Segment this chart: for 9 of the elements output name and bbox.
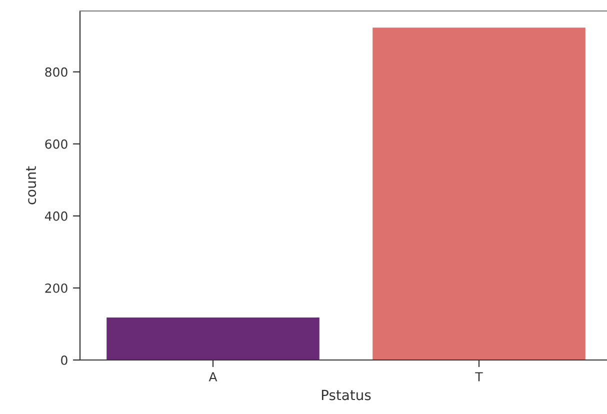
y-tick-label: 200 <box>45 283 68 293</box>
x-tick-label: T <box>475 372 483 382</box>
y-tick-label: 0 <box>61 355 68 365</box>
x-axis-title: Pstatus <box>322 390 371 400</box>
y-axis-title: count <box>26 166 36 204</box>
y-tick-label: 400 <box>44 211 68 221</box>
y-tick-label: 600 <box>45 139 68 149</box>
x-tick-label: A <box>208 372 218 382</box>
y-tick-label: 800 <box>45 67 68 77</box>
